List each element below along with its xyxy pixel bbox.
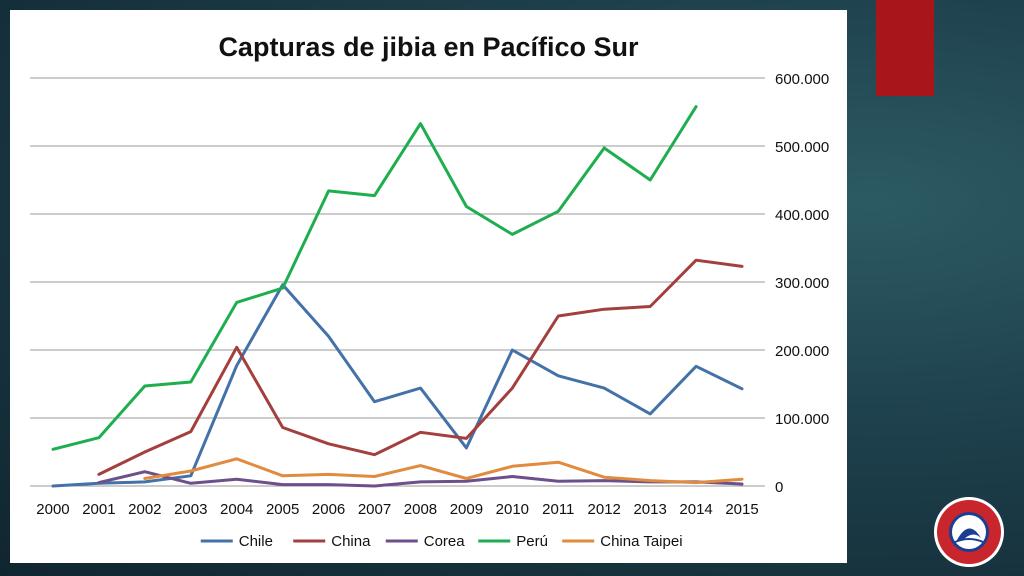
- y-tick-label: 200.000: [775, 343, 829, 360]
- chart-panel: Capturas de jibia en Pacífico Sur 0 100.0…: [10, 10, 847, 563]
- x-tick-label: 2004: [220, 501, 253, 518]
- x-tick-label: 2007: [358, 501, 391, 518]
- x-tick-label: 2009: [450, 501, 483, 518]
- x-tick-label: 2001: [82, 501, 115, 518]
- chart-title: Capturas de jibia en Pacífico Sur: [218, 32, 639, 62]
- legend-label: Chile: [239, 533, 273, 550]
- x-tick-label: 2008: [404, 501, 437, 518]
- y-tick-label: 600.000: [775, 71, 829, 88]
- x-tick-label: 2000: [36, 501, 69, 518]
- legend-label: Perú: [516, 533, 548, 550]
- series-line-china: [97, 258, 744, 476]
- x-tick-label: 2014: [679, 501, 712, 518]
- x-tick-label: 2011: [542, 501, 574, 518]
- x-tick-label: 2002: [128, 501, 161, 518]
- legend-label: China: [331, 533, 371, 550]
- y-tick-label: 0: [775, 479, 783, 496]
- x-tick-label: 2015: [725, 501, 758, 518]
- legend-label: Corea: [424, 533, 466, 550]
- line-chart: 0 100.000 200.000 300.000 400.000 500.000 600.…: [30, 71, 829, 550]
- series-line-perú: [51, 105, 698, 451]
- fipasur-logo: [933, 496, 1005, 568]
- x-tick-label: 2006: [312, 501, 345, 518]
- x-tick-label: 2005: [266, 501, 299, 518]
- x-tick-label: 2003: [174, 501, 207, 518]
- y-tick-label: 400.000: [775, 207, 829, 224]
- x-tick-label: 2010: [496, 501, 529, 518]
- x-tick-label: 2012: [588, 501, 621, 518]
- series-line-china-taipei: [143, 457, 744, 485]
- fipasur-seal-icon: [934, 497, 1004, 567]
- series-line-corea: [97, 470, 744, 488]
- y-tick-label: 500.000: [775, 139, 829, 156]
- legend-label: China Taipei: [600, 533, 682, 550]
- y-tick-label: 100.000: [775, 411, 829, 428]
- x-tick-label: 2013: [633, 501, 666, 518]
- accent-bar: [876, 0, 934, 96]
- y-tick-label: 300.000: [775, 275, 829, 292]
